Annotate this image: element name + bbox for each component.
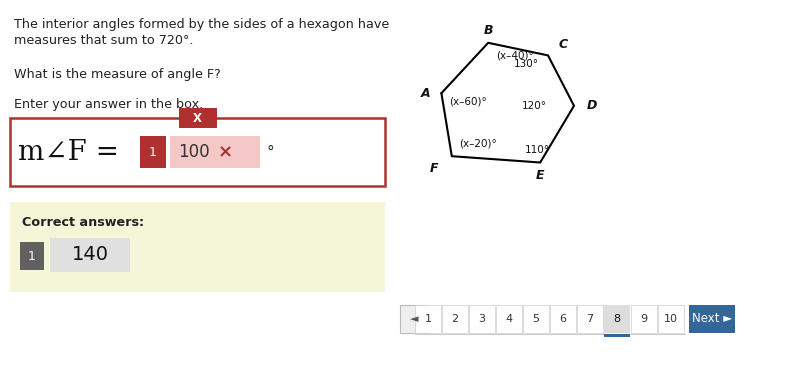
- Text: D: D: [587, 99, 598, 112]
- Bar: [658, 305, 684, 333]
- Bar: [689, 305, 735, 333]
- Bar: [10, 118, 385, 186]
- Bar: [20, 242, 44, 270]
- Bar: [170, 136, 260, 168]
- Bar: [400, 305, 428, 333]
- Text: 1: 1: [425, 314, 431, 324]
- Text: 1: 1: [149, 145, 157, 158]
- Text: 140: 140: [71, 246, 109, 264]
- Bar: [140, 136, 166, 168]
- Text: 10: 10: [664, 314, 678, 324]
- Text: 1: 1: [28, 250, 36, 263]
- Text: E: E: [536, 169, 545, 182]
- Bar: [604, 334, 630, 337]
- Text: 130°: 130°: [514, 59, 539, 69]
- Text: Enter your answer in the box.: Enter your answer in the box.: [14, 98, 203, 111]
- Text: What is the measure of angle F?: What is the measure of angle F?: [14, 68, 221, 81]
- Bar: [442, 305, 468, 333]
- Text: 110°: 110°: [525, 145, 550, 155]
- Text: B: B: [483, 24, 493, 37]
- Text: F: F: [430, 162, 438, 175]
- Bar: [523, 305, 549, 333]
- Text: °: °: [266, 144, 274, 160]
- Text: ×: ×: [218, 143, 233, 161]
- Bar: [577, 305, 603, 333]
- Bar: [631, 305, 657, 333]
- Text: A: A: [421, 87, 430, 100]
- Bar: [604, 305, 630, 333]
- Text: The interior angles formed by the sides of a hexagon have: The interior angles formed by the sides …: [14, 18, 390, 31]
- Text: (x–20)°: (x–20)°: [459, 139, 498, 148]
- Text: Correct answers:: Correct answers:: [22, 216, 144, 229]
- Text: X: X: [193, 112, 202, 125]
- Bar: [178, 108, 217, 128]
- Text: 2: 2: [451, 314, 458, 324]
- Text: (x–60)°: (x–60)°: [450, 97, 487, 107]
- Text: 100: 100: [178, 143, 210, 161]
- Text: Next ►: Next ►: [692, 312, 732, 326]
- Text: 6: 6: [559, 314, 566, 324]
- Text: 4: 4: [506, 314, 513, 324]
- Text: 5: 5: [533, 314, 539, 324]
- Bar: [469, 305, 495, 333]
- Text: ◄: ◄: [410, 314, 418, 324]
- Text: 7: 7: [586, 314, 594, 324]
- Text: m∠F =: m∠F =: [18, 138, 119, 166]
- Bar: [550, 305, 576, 333]
- Bar: [10, 202, 385, 292]
- Text: (x–40)°: (x–40)°: [496, 50, 534, 60]
- Text: measures that sum to 720°.: measures that sum to 720°.: [14, 34, 194, 47]
- Text: 9: 9: [641, 314, 647, 324]
- Bar: [496, 305, 522, 333]
- Text: 3: 3: [478, 314, 486, 324]
- Bar: [50, 238, 130, 272]
- Text: C: C: [559, 38, 568, 51]
- Bar: [415, 305, 441, 333]
- Text: 120°: 120°: [522, 101, 547, 111]
- Text: 8: 8: [614, 314, 621, 324]
